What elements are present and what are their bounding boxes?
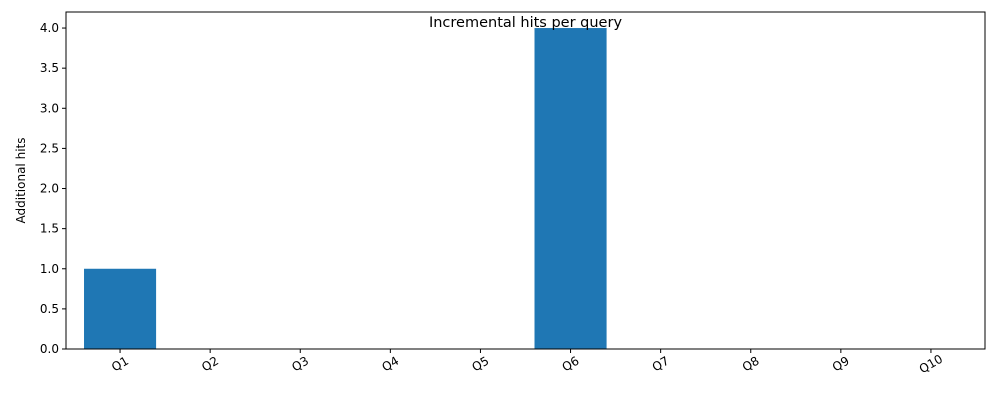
bars-layer xyxy=(84,28,607,350)
x-tick-label: Q2 xyxy=(199,354,221,375)
y-axis-label: Additional hits xyxy=(14,138,28,224)
y-tick-label: 0.0 xyxy=(40,342,59,356)
y-tick-label: 1.5 xyxy=(40,222,59,236)
x-tick-label: Q6 xyxy=(560,354,582,375)
y-tick-label: 3.0 xyxy=(40,101,59,115)
x-tick-label: Q7 xyxy=(650,354,672,375)
axes-frame xyxy=(65,11,986,350)
y-tick-label: 0.5 xyxy=(40,302,59,316)
y-ticks: 0.0 0.5 1.0 1.5 2.0 2.5 3.0 3.5 4.0 xyxy=(40,21,66,356)
x-tick-label: Q1 xyxy=(109,354,131,375)
y-tick-label: 1.0 xyxy=(40,262,59,276)
axes-layer xyxy=(65,11,986,350)
x-tick-label: Q9 xyxy=(830,354,852,375)
x-tick-label: Q4 xyxy=(379,354,401,375)
chart-title: Incremental hits per query xyxy=(429,15,622,31)
y-tick-label: 2.0 xyxy=(40,182,59,196)
y-tick-label: 2.5 xyxy=(40,141,59,155)
x-tick-label: Q3 xyxy=(289,354,311,375)
bar-q6 xyxy=(534,28,607,350)
x-tick-label: Q10 xyxy=(917,352,945,376)
x-tick-label: Q8 xyxy=(740,354,762,375)
y-tick-label: 4.0 xyxy=(40,21,59,35)
x-tick-label: Q5 xyxy=(470,354,492,375)
bar-q1 xyxy=(84,268,157,349)
x-ticks: Q1 Q2 Q3 Q4 Q5 Q6 Q7 Q8 Q9 Q10 xyxy=(109,349,945,376)
y-tick-label: 3.5 xyxy=(40,61,59,75)
